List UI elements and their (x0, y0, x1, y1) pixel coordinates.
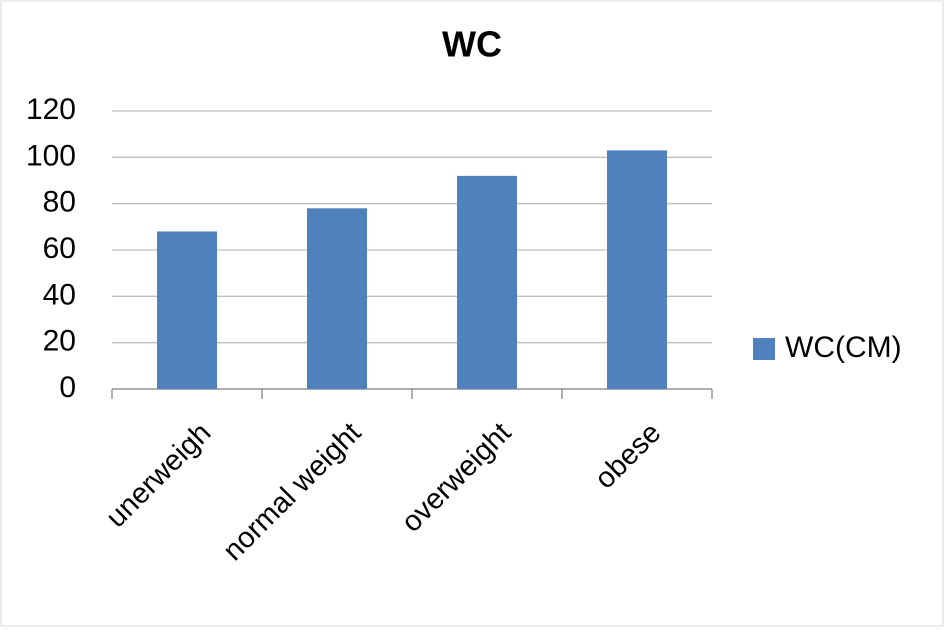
bar (307, 208, 367, 389)
y-tick-label: 80 (43, 186, 76, 219)
bar (607, 150, 667, 389)
y-tick-label: 40 (43, 278, 76, 311)
legend-label: WC(CM) (785, 331, 902, 364)
y-tick-label: 100 (26, 139, 76, 172)
y-tick-label: 60 (43, 232, 76, 265)
chart-title: WC (442, 24, 502, 65)
bar (457, 175, 517, 389)
y-tick-label: 0 (59, 371, 76, 404)
legend-swatch (753, 338, 775, 360)
y-tick-label: 20 (43, 325, 76, 358)
y-tick-label: 120 (26, 93, 76, 126)
bar (157, 231, 217, 389)
